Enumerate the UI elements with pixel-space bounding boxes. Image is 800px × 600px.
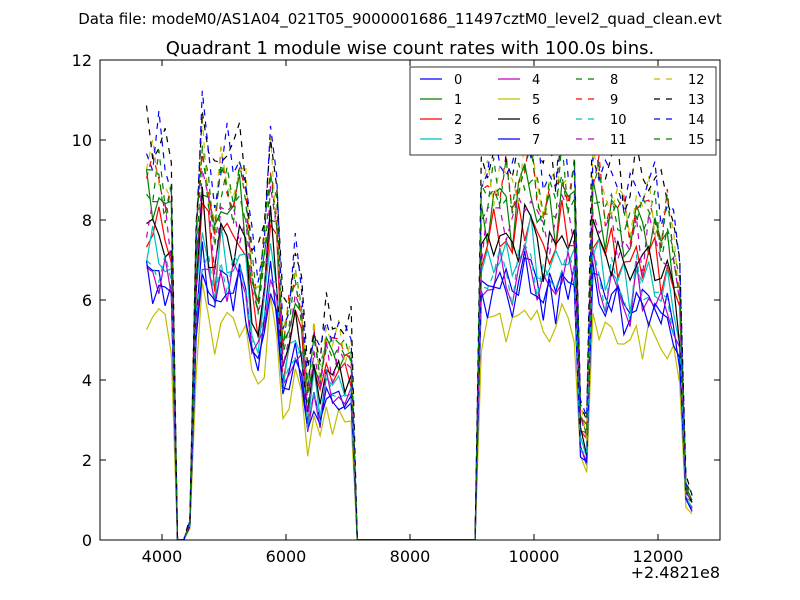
x-tick-label: 4000	[142, 547, 183, 566]
legend-label-1: 1	[454, 93, 462, 108]
legend-label-8: 8	[610, 73, 618, 88]
series-line-3	[145, 214, 693, 540]
series-line-8	[146, 142, 693, 540]
y-tick-label: 6	[82, 291, 92, 310]
legend-label-5: 5	[532, 93, 540, 108]
series-layer	[145, 76, 693, 540]
legend-label-6: 6	[532, 113, 540, 128]
legend-label-0: 0	[454, 73, 462, 88]
x-tick-label: 10000	[509, 547, 560, 566]
x-tick-label: 12000	[633, 547, 684, 566]
legend-frame	[409, 66, 717, 156]
chart-title: Quadrant 1 module wise count rates with …	[166, 38, 655, 59]
y-tick-label: 8	[82, 211, 92, 230]
legend-label-13: 13	[688, 93, 705, 108]
y-tick-label: 0	[82, 531, 92, 550]
x-tick-label: 6000	[266, 547, 307, 566]
y-tick-label: 12	[72, 51, 92, 70]
x-tick-label: 8000	[390, 547, 431, 566]
series-line-4	[146, 242, 693, 540]
y-tick-label: 10	[72, 131, 92, 150]
series-line-5	[145, 282, 693, 540]
legend-label-10: 10	[610, 113, 627, 128]
legend-label-4: 4	[532, 73, 540, 88]
series-line-2	[145, 199, 693, 540]
chart-suptitle: Data file: modeM0/AS1A04_021T05_90000016…	[78, 10, 722, 29]
legend-label-7: 7	[532, 133, 540, 148]
y-tick-label: 4	[82, 371, 92, 390]
y-tick-label: 2	[82, 451, 92, 470]
legend-label-11: 11	[610, 133, 627, 148]
legend-label-12: 12	[688, 73, 705, 88]
series-line-6	[146, 186, 693, 540]
legend-label-15: 15	[688, 133, 705, 148]
series-line-15	[146, 145, 693, 540]
legend-label-2: 2	[454, 113, 462, 128]
legend-label-3: 3	[454, 133, 462, 148]
series-line-11	[145, 169, 693, 540]
x-axis-offset-label: +2.4821e8	[631, 563, 720, 582]
series-line-14	[145, 90, 693, 540]
series-line-1	[145, 163, 693, 540]
legend-label-9: 9	[610, 93, 618, 108]
series-line-12	[145, 118, 693, 540]
series-line-7	[145, 250, 693, 540]
series-line-10	[146, 243, 693, 540]
legend-label-14: 14	[688, 113, 705, 128]
